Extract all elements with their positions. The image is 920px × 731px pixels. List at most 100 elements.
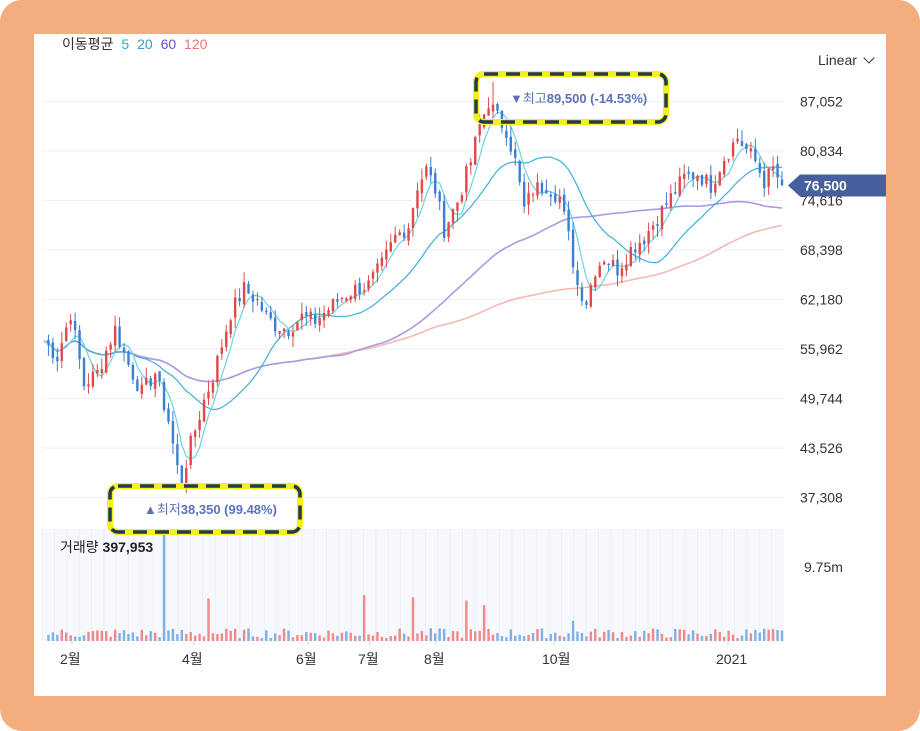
candle-body (51, 342, 55, 359)
volume-bar (491, 634, 495, 641)
volume-bar (100, 630, 103, 641)
volume-bar (345, 631, 348, 641)
ma20-line (43, 156, 783, 411)
candle-body (113, 325, 117, 346)
candle-body (158, 371, 161, 381)
x-tick-label: 2월 (60, 651, 81, 667)
volume-bar (282, 628, 286, 641)
volume-bar (598, 637, 601, 641)
candle-body (207, 391, 210, 399)
candle-body (118, 326, 121, 347)
candle-body (345, 298, 348, 301)
candle-body (140, 384, 144, 394)
volume-bar (91, 631, 95, 641)
volume-bar (469, 629, 472, 641)
candle-body (202, 399, 206, 422)
volume-bar (354, 635, 357, 641)
scale-dropdown[interactable]: Linear (818, 52, 875, 68)
candle-body (56, 356, 59, 362)
volume-bar (651, 628, 655, 641)
volume-bar (460, 637, 464, 641)
low-marker-label: ▲최저 (144, 502, 181, 517)
candle-body (776, 163, 779, 178)
volume-bar (322, 637, 326, 641)
volume-label: 거래량 397,953 (60, 537, 153, 557)
candle-body (131, 365, 135, 380)
candle-body (87, 384, 90, 387)
grid-lines (42, 100, 784, 499)
volume-bar (176, 634, 179, 641)
candle-body (754, 148, 757, 162)
candle-body (549, 194, 553, 197)
candle-body (514, 149, 517, 158)
x-tick-label: 2021 (716, 651, 747, 667)
volume-bar (589, 631, 593, 641)
volume-bar (220, 633, 224, 641)
candle-body (65, 327, 68, 342)
volume-bar (620, 632, 624, 641)
volume-bar (145, 635, 148, 641)
candle-body (216, 355, 219, 383)
candle-body (398, 232, 401, 236)
volume-bar (367, 634, 370, 641)
volume-bar (287, 630, 290, 641)
candle-body (291, 332, 295, 337)
candle-body (122, 347, 126, 352)
candles (47, 81, 784, 493)
volume-bar (451, 631, 455, 641)
volume-bar (87, 631, 90, 641)
volume-bar (327, 630, 330, 641)
candle-body (180, 465, 184, 485)
volume-bar (669, 637, 673, 641)
volume-bar (656, 629, 659, 641)
volume-bar (389, 636, 392, 641)
candle-body (100, 369, 103, 373)
low-marker-highlight (108, 484, 302, 534)
volume-bar (718, 632, 721, 641)
volume-bar (425, 635, 428, 641)
candle-body (691, 172, 695, 179)
candle-body (367, 280, 370, 289)
candle-body (109, 344, 112, 350)
volume-bar (567, 633, 570, 641)
price-chart[interactable]: 9.75m 87,052 80,834 74,616 68,398 62,180 55,9… (34, 34, 886, 696)
candle-body (211, 382, 215, 393)
volume-bar (291, 637, 295, 641)
volume-bar (496, 632, 499, 641)
volume-bar (442, 628, 446, 641)
volume-bar (127, 633, 130, 641)
candle-body (660, 206, 664, 230)
candle-body (771, 166, 775, 170)
ma-period-20: 20 (137, 36, 153, 52)
candle-body (554, 193, 557, 202)
volume-bar (198, 633, 201, 641)
candle-body (469, 162, 472, 166)
volume-bar (647, 633, 650, 641)
y-tick-label: 43,526 (800, 440, 843, 456)
candle-body (740, 140, 744, 146)
candle-body (371, 272, 375, 279)
volume-bar (193, 635, 197, 641)
moving-average-legend: 이동평균 5 20 60 120 (62, 34, 211, 54)
volume-bar (207, 598, 210, 641)
candle-body (73, 320, 77, 331)
volume-bar (509, 629, 513, 641)
volume-bar (153, 632, 157, 641)
volume-bar (122, 630, 126, 641)
volume-bar (340, 632, 344, 641)
candle-body (567, 209, 570, 232)
volume-bar (273, 633, 277, 641)
candle-body (749, 148, 753, 152)
candle-body (540, 183, 544, 193)
candle-body (149, 378, 152, 386)
candle-body (225, 331, 228, 348)
volume-axis-label: 9.75m (804, 559, 843, 575)
candle-body (380, 257, 384, 267)
candle-body (536, 182, 539, 196)
candle-body (611, 260, 615, 266)
volume-bar (269, 637, 272, 641)
candle-body (780, 179, 784, 186)
candle-body (389, 242, 392, 252)
volume-bar (380, 636, 384, 641)
